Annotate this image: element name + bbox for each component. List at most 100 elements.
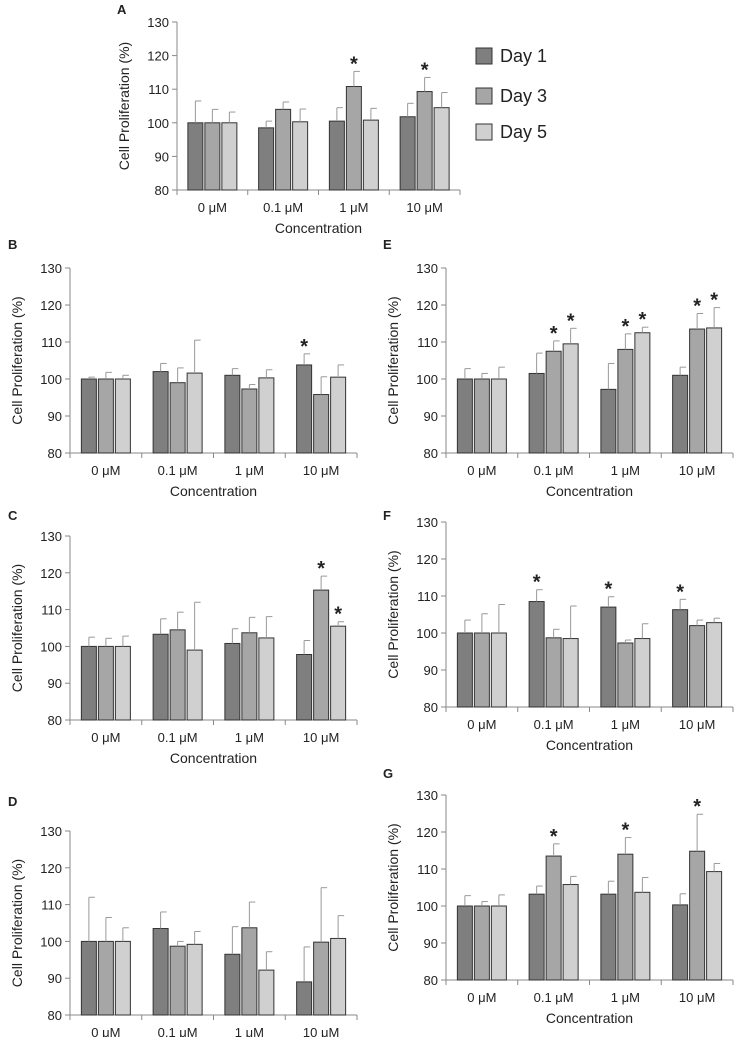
- bar-day3: [545, 637, 562, 708]
- y-tick-label: 90: [424, 663, 438, 678]
- bar-day1: [672, 609, 689, 708]
- significance-marker: *: [421, 59, 429, 81]
- bar-day3: [617, 642, 634, 708]
- x-tick-label: 0.1 μM: [158, 1025, 198, 1037]
- x-tick-label: 1 μM: [339, 200, 368, 215]
- chart-panel-b: B 80 90 100 110 120 130 0 μM 0.1 μM 1 μM 10 μM * Con…: [8, 237, 358, 499]
- bar-day3: [275, 108, 292, 191]
- x-tick-label: 10 μM: [679, 463, 715, 478]
- y-tick-label: 110: [41, 335, 62, 350]
- y-tick-label: 90: [48, 676, 62, 691]
- x-tick-label: 0.1 μM: [263, 200, 303, 215]
- bar-day5: [706, 622, 723, 708]
- significance-marker: *: [334, 604, 342, 626]
- chart-panel-f: F 80 90 100 110 120 130 0 μM 0.1 μM * 1 μM * 10 μM * C…: [383, 508, 734, 753]
- y-tick-label: 130: [40, 261, 62, 276]
- bar-day1: [600, 893, 617, 981]
- y-tick-label: 110: [41, 603, 62, 618]
- panel-label-c: C: [8, 508, 18, 523]
- chart-panel-c: C 80 90 100 110 120 130 0 μM 0.1 μM 1 μM 10 μM * * Co…: [8, 508, 358, 766]
- bar-day1: [456, 905, 473, 981]
- bar-day5: [433, 107, 450, 191]
- bar-day1: [296, 653, 313, 721]
- x-axis-title: Concentration: [275, 220, 362, 236]
- y-tick-label: 100: [40, 639, 62, 654]
- x-tick-label: 1 μM: [235, 730, 264, 745]
- significance-marker: *: [604, 579, 612, 601]
- y-axis-title: Cell Proliferation (%): [9, 296, 25, 424]
- x-tick-label: 1 μM: [611, 463, 640, 478]
- y-tick-label: 110: [148, 82, 169, 97]
- y-tick-label: 110: [417, 335, 438, 350]
- bar-day5: [634, 332, 651, 454]
- x-tick-label: 0 μM: [91, 730, 120, 745]
- bar-day3: [345, 86, 362, 191]
- bar-day5: [706, 871, 723, 981]
- chart-panel-g: G 80 90 100 110 120 130 0 μM 0.1 μM * 1 μM * 10 μM * C…: [383, 766, 734, 1026]
- y-tick-label: 130: [416, 515, 438, 530]
- y-axis-title: Cell Proliferation (%): [385, 296, 401, 424]
- x-tick-label: 10 μM: [303, 1025, 339, 1037]
- bar-day1: [528, 893, 545, 981]
- bar-day3: [313, 394, 330, 454]
- bar-day5: [258, 969, 275, 1016]
- y-tick-label: 120: [416, 825, 438, 840]
- y-axis-title: Cell Proliferation (%): [9, 564, 25, 692]
- legend-swatch-day5: [475, 123, 493, 141]
- significance-marker: *: [567, 310, 575, 332]
- chart-panel-e: E 80 90 100 110 120 130 0 μM 0.1 μM * * 1 μM * * 10 μM…: [383, 237, 734, 499]
- bar-day5: [562, 343, 579, 454]
- bar-day5: [186, 943, 203, 1016]
- x-tick-label: 10 μM: [303, 730, 339, 745]
- y-tick-label: 100: [416, 372, 438, 387]
- bar-day5: [490, 632, 507, 708]
- x-tick-label: 0 μM: [467, 463, 496, 478]
- significance-marker: *: [550, 826, 558, 848]
- bar-day3: [416, 91, 433, 191]
- y-tick-label: 100: [40, 934, 62, 949]
- y-tick-label: 110: [417, 589, 438, 604]
- bar-day5: [490, 905, 507, 981]
- y-tick-label: 80: [424, 700, 438, 715]
- y-tick-label: 80: [48, 713, 62, 728]
- bar-day3: [241, 632, 258, 721]
- bar-day1: [528, 372, 545, 454]
- bar-day5: [114, 940, 131, 1016]
- bar-day1: [600, 606, 617, 708]
- bar-day1: [328, 120, 345, 191]
- bar-day3: [473, 905, 490, 981]
- bar-day5: [330, 937, 347, 1016]
- bar-day1: [152, 633, 169, 721]
- panel-label-a: A: [117, 2, 127, 17]
- y-tick-label: 120: [40, 861, 62, 876]
- bar-day1: [672, 904, 689, 981]
- y-tick-label: 130: [40, 529, 62, 544]
- bar-day1: [224, 374, 241, 454]
- y-tick-label: 80: [155, 183, 169, 198]
- x-axis-title: Concentration: [170, 483, 257, 499]
- significance-marker: *: [350, 53, 358, 75]
- bar-day1: [296, 981, 313, 1016]
- y-tick-label: 110: [41, 898, 62, 913]
- bar-day5: [186, 649, 203, 721]
- bar-day3: [617, 853, 634, 981]
- y-tick-label: 90: [48, 409, 62, 424]
- bar-day3: [97, 940, 114, 1016]
- y-tick-label: 100: [416, 899, 438, 914]
- x-tick-label: 0.1 μM: [534, 463, 574, 478]
- significance-marker: *: [693, 296, 701, 318]
- bar-day1: [224, 642, 241, 721]
- x-tick-label: 1 μM: [235, 1025, 264, 1037]
- x-tick-label: 0.1 μM: [534, 990, 574, 1005]
- significance-marker: *: [317, 558, 325, 580]
- bar-day5: [258, 637, 275, 721]
- y-tick-label: 80: [424, 973, 438, 988]
- x-axis-title: Concentration: [170, 750, 257, 766]
- x-tick-label: 0.1 μM: [534, 717, 574, 732]
- bar-day3: [313, 941, 330, 1016]
- y-axis-title: Cell Proliferation (%): [116, 42, 132, 170]
- bar-day1: [187, 122, 204, 191]
- bar-day3: [689, 850, 706, 981]
- x-tick-label: 10 μM: [679, 990, 715, 1005]
